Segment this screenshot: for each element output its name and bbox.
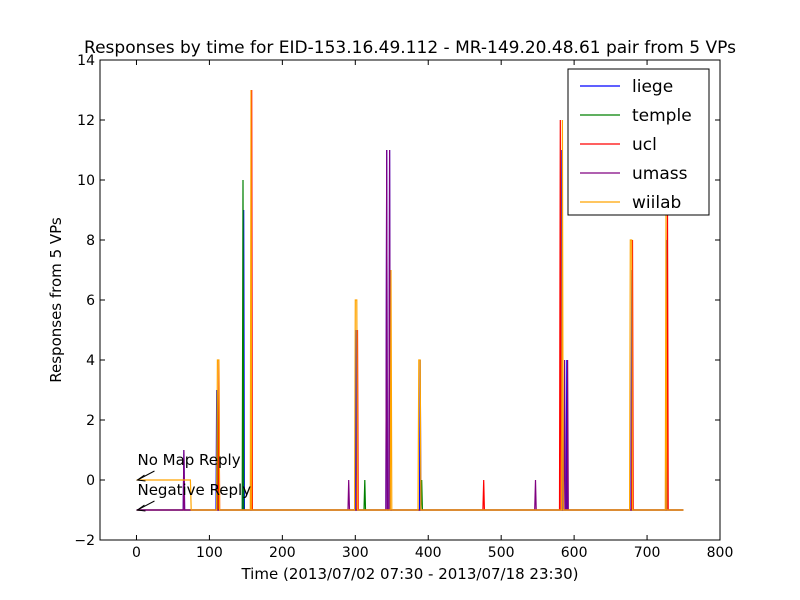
x-tick-label: 700	[634, 545, 661, 561]
chart-title: Responses by time for EID-153.16.49.112 …	[84, 38, 736, 58]
y-tick-label: 0	[86, 473, 95, 489]
tick-layer: 0 100 200 300 400 500 600 700 800 −2 0 2 4 6 8 10 12 14	[74, 53, 733, 561]
y-tick-label: 8	[86, 233, 95, 249]
annotation-label: No Map Reply	[137, 451, 240, 469]
y-axis-label: Responses from 5 VPs	[47, 217, 65, 383]
x-tick-label: 400	[415, 545, 442, 561]
x-tick-label: 200	[269, 545, 296, 561]
annotation-layer: No Map Reply Negative Reply	[136, 451, 251, 512]
annotation-label: Negative Reply	[137, 481, 251, 499]
series-line-wiilab	[136, 89, 684, 511]
legend-box	[567, 68, 710, 216]
legend-label-liege: liege	[632, 77, 673, 97]
legend-label-umass: umass	[632, 164, 688, 184]
y-tick-label: 4	[86, 353, 95, 369]
series-layer	[136, 89, 684, 511]
y-tick-label: 6	[86, 293, 95, 309]
x-tick-label: 100	[196, 545, 223, 561]
legend-label-temple: temple	[632, 106, 692, 126]
x-tick-label: 0	[132, 545, 141, 561]
y-tick-label: 12	[77, 113, 95, 129]
y-tick-label: 10	[77, 173, 95, 189]
x-tick-label: 800	[707, 545, 734, 561]
x-tick-label: 600	[561, 545, 588, 561]
legend-label-wiilab: wiilab	[632, 193, 681, 213]
annotation-arrowhead	[136, 474, 146, 482]
y-tick-label: 14	[77, 53, 95, 69]
x-tick-label: 300	[342, 545, 369, 561]
legend-label-ucl: ucl	[632, 135, 657, 155]
x-axis-label: Time (2013/07/02 07:30 - 2013/07/18 23:3…	[240, 565, 578, 583]
y-tick-label: 2	[86, 413, 95, 429]
y-tick-label: −2	[74, 533, 95, 549]
legend: liege temple ucl umass wiilab	[567, 68, 710, 216]
x-tick-label: 500	[488, 545, 515, 561]
annotation-arrowhead	[136, 504, 146, 512]
